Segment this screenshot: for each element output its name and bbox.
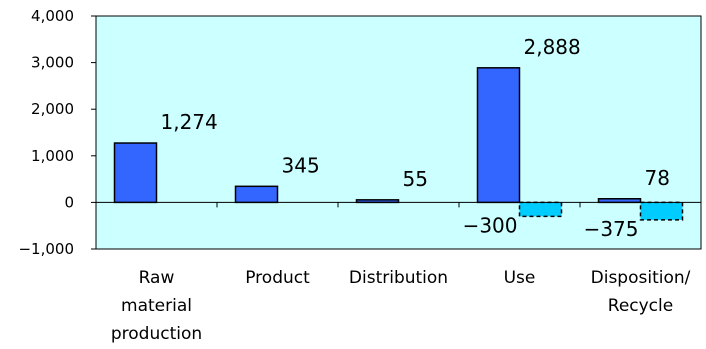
y-axis: 4,000 3,000 2,000 1,000 0 −1,000 [18,7,96,258]
category-label-line: Raw [139,268,175,288]
y-tick-label: 1,000 [31,147,74,165]
data-label: −375 [584,217,639,241]
category-label: Disposition/Recycle [591,268,691,316]
category-label: Distribution [349,268,448,288]
y-tick-label: 4,000 [31,7,74,25]
category-label-line: Product [245,268,310,288]
data-label: 78 [645,166,670,190]
y-tick-label: 3,000 [31,54,74,72]
category-label: Raw material production [111,268,202,344]
bar-negative [518,201,563,218]
bar-negative [639,201,684,221]
data-label: 2,888 [524,35,581,59]
plot-area [95,15,702,250]
category-label-line: production [111,324,202,344]
y-tick-label: 2,000 [31,100,74,118]
y-tick-label: −1,000 [18,240,74,258]
bar-primary [476,67,521,204]
y-tick-label: 0 [64,193,74,211]
category-label-line: Use [504,268,536,288]
category-label-line: Disposition/ [591,268,691,288]
category-label: Product [245,268,310,288]
data-label: 55 [403,167,428,191]
data-label: 345 [282,153,320,177]
bar-primary [113,142,158,204]
category-label: Use [504,268,536,288]
data-label: 1,274 [161,110,218,134]
data-label: −300 [463,213,518,237]
bar-primary [234,185,279,204]
x-axis: Raw material production Product Distribution… [111,202,691,344]
bar-primary [597,198,642,204]
bars-group [113,67,684,221]
category-label-line: Recycle [608,296,673,316]
category-label-line: Distribution [349,268,448,288]
data-labels-group: 1,274 345 55 2,888 78 −300 −375 [161,35,670,241]
category-label-line: material [121,296,192,316]
